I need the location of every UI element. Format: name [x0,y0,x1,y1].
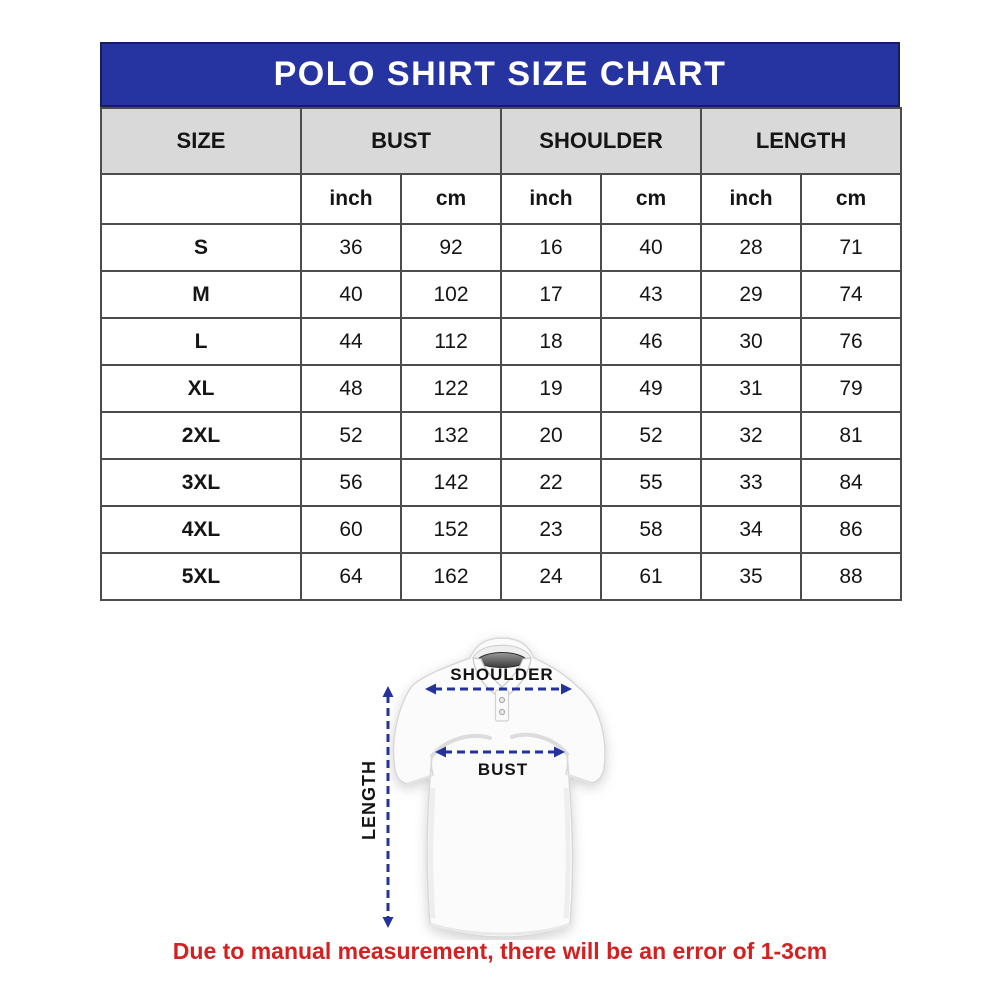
value-cell: 86 [800,505,903,554]
length-arrow [382,686,394,928]
table-row: 5XL 64 162 24 61 35 88 [100,552,903,601]
value-cell: 28 [700,223,803,272]
value-cell: 40 [300,270,402,319]
size-cell: M [100,270,302,319]
value-cell: 58 [600,505,703,554]
value-cell: 74 [800,270,903,319]
value-cell: 142 [399,458,503,507]
value-cell: 122 [399,364,503,413]
value-cell: 32 [700,411,803,460]
size-cell: 3XL [100,458,302,507]
header-bust: BUST [299,107,503,175]
value-cell: 52 [300,411,402,460]
value-cell: 56 [300,458,402,507]
value-cell: 132 [399,411,503,460]
value-cell: 88 [800,552,903,601]
footnote: Due to manual measurement, there will be… [172,938,828,964]
value-cell: 79 [800,364,903,413]
size-cell: 5XL [100,552,302,601]
header-shoulder: SHOULDER [500,107,703,175]
value-cell: 22 [500,458,603,507]
value-cell: 23 [500,505,603,554]
value-cell: 102 [399,270,503,319]
size-cell: L [100,317,302,366]
table-row: 2XL 52 132 20 52 32 81 [100,411,903,460]
size-cell: XL [100,364,302,413]
table-row: XL 48 122 19 49 31 79 [100,364,903,413]
value-cell: 48 [300,364,402,413]
value-cell: 40 [600,223,703,272]
value-cell: 31 [700,364,803,413]
value-cell: 34 [700,505,803,554]
value-cell: 18 [500,317,603,366]
value-cell: 81 [800,411,903,460]
value-cell: 24 [500,552,603,601]
value-cell: 46 [600,317,703,366]
size-cell: 4XL [100,505,302,554]
unit-header: cm [399,173,503,225]
polo-shirt-illustration: SHOULDER BUST LENGTH [359,637,606,938]
value-cell: 84 [800,458,903,507]
length-label: LENGTH [359,760,379,840]
value-cell: 52 [600,411,703,460]
header-length: LENGTH [700,107,903,175]
unit-header: inch [300,173,402,225]
shoulder-arrow [425,683,572,695]
size-chart-table: SIZE BUST SHOULDER LENGTH inch cm inch c… [100,107,903,601]
value-cell: 92 [399,223,503,272]
value-cell: 112 [399,317,503,366]
table-group-header-row: SIZE BUST SHOULDER LENGTH [100,107,903,175]
button-icon [498,708,506,716]
bust-arrow [435,746,565,758]
table-unit-header-row: inch cm inch cm inch cm [100,173,903,225]
value-cell: 152 [399,505,503,554]
value-cell: 16 [500,223,603,272]
unit-header: inch [500,173,603,225]
table-row: M 40 102 17 43 29 74 [100,270,903,319]
value-cell: 35 [700,552,803,601]
value-cell: 30 [700,317,803,366]
page-title: POLO SHIRT SIZE CHART [273,55,727,93]
value-cell: 71 [800,223,903,272]
page-title-band: POLO SHIRT SIZE CHART [100,42,900,107]
button-icon [498,696,506,704]
value-cell: 49 [600,364,703,413]
shirt-body [392,637,606,938]
value-cell: 17 [500,270,603,319]
value-cell: 36 [300,223,402,272]
value-cell: 33 [700,458,803,507]
value-cell: 44 [300,317,402,366]
value-cell: 55 [600,458,703,507]
bust-label: BUST [478,760,528,779]
value-cell: 43 [600,270,703,319]
value-cell: 60 [300,505,402,554]
header-size: SIZE [100,107,302,175]
size-cell: S [100,223,302,272]
size-chart: POLO SHIRT SIZE CHART SIZE BUST SHOULDER… [100,42,903,601]
shoulder-label: SHOULDER [450,665,553,684]
shirt-collar [472,644,532,722]
table-row: 3XL 56 142 22 55 33 84 [100,458,903,507]
value-cell: 20 [500,411,603,460]
size-cell: 2XL [100,411,302,460]
unit-header-empty [100,173,302,225]
table-row: S 36 92 16 40 28 71 [100,223,903,272]
value-cell: 19 [500,364,603,413]
value-cell: 29 [700,270,803,319]
shirt-placket [494,689,510,722]
unit-header: inch [700,173,803,225]
value-cell: 61 [600,552,703,601]
value-cell: 162 [399,552,503,601]
table-row: L 44 112 18 46 30 76 [100,317,903,366]
table-row: 4XL 60 152 23 58 34 86 [100,505,903,554]
unit-header: cm [800,173,903,225]
value-cell: 76 [800,317,903,366]
value-cell: 64 [300,552,402,601]
unit-header: cm [600,173,703,225]
